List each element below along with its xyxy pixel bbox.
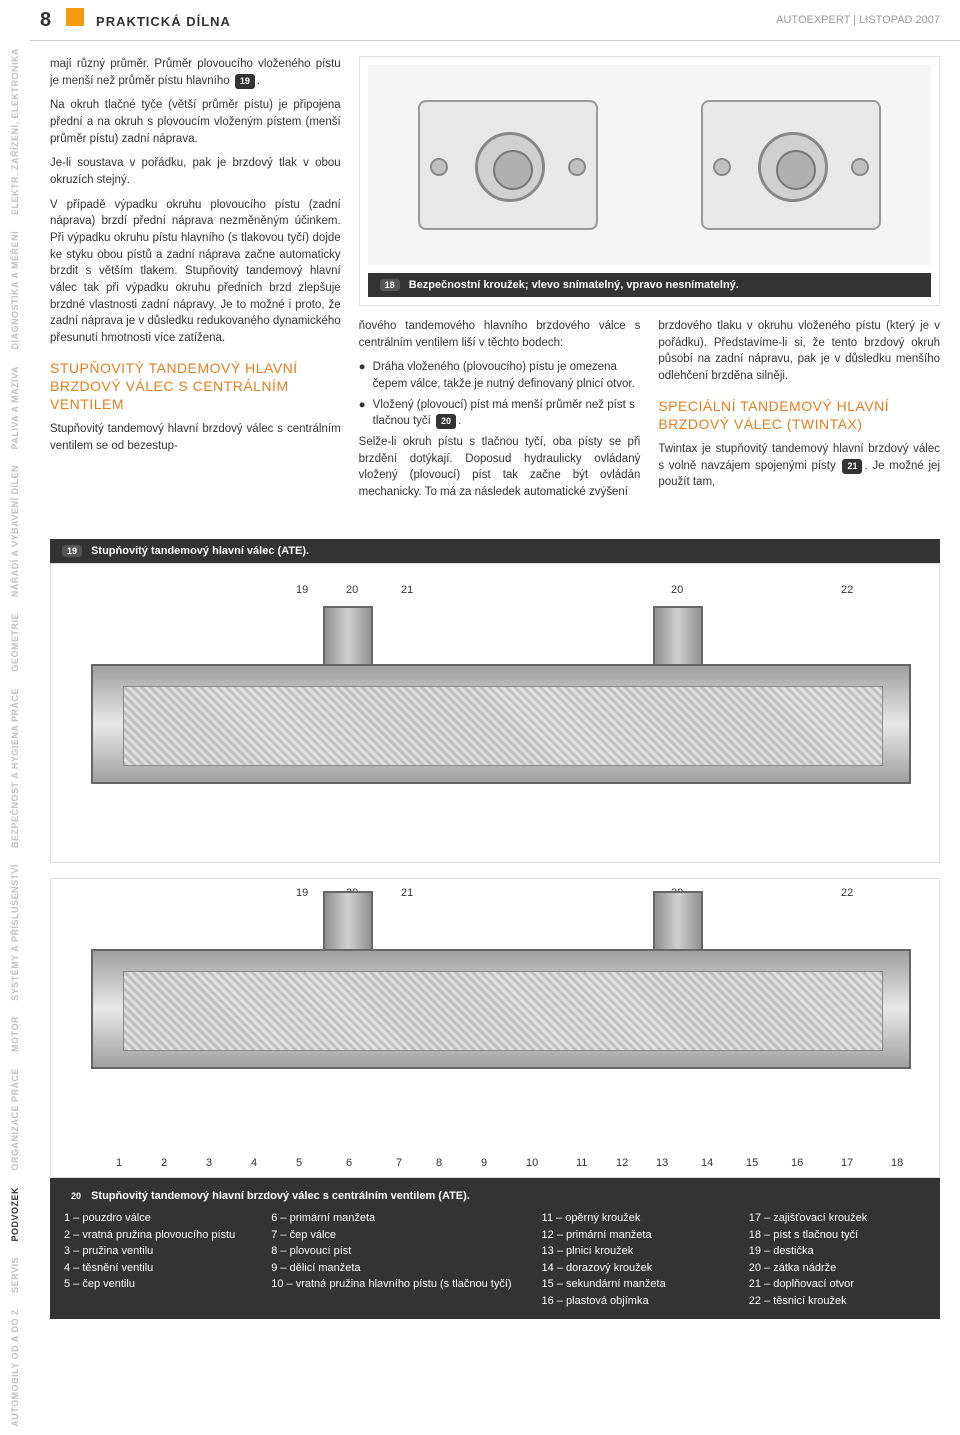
figure-20-legend: 20 Stupňovitý tandemový hlavní brzdový v… xyxy=(50,1178,940,1320)
legend-item: 11 – opěrný kroužek xyxy=(542,1210,719,1227)
legend-item: 7 – čep válce xyxy=(271,1227,511,1244)
figure-18-caption: 18 Bezpečnostní kroužek; vlevo snímateln… xyxy=(368,273,931,297)
page-number: 8 xyxy=(40,9,51,31)
column-3: brzdového tlaku v okruhu vloženého pístu… xyxy=(658,318,940,509)
legend-item: 20 – zátka nádrže xyxy=(749,1260,926,1277)
sidebar-item: SERVIS xyxy=(10,1257,20,1293)
diagram-label: 19 xyxy=(296,584,308,596)
sidebar-item: MOTOR xyxy=(10,1016,20,1052)
legend-item: 8 – plovoucí píst xyxy=(271,1243,511,1260)
bullet-item: Vložený (plovoucí) píst má menší průměr … xyxy=(359,397,641,430)
figure-20-image: 19 20 21 20 22 1 2 3 4 5 6 7 8 9 10 xyxy=(50,878,940,1178)
legend-item: 4 – těsnění ventilu xyxy=(64,1260,241,1277)
legend-item: 18 – píst s tlačnou tyčí xyxy=(749,1227,926,1244)
body-paragraph: brzdového tlaku v okruhu vloženého pístu… xyxy=(658,318,940,385)
legend-item: 14 – dorazový kroužek xyxy=(542,1260,719,1277)
diagram-label: 1 xyxy=(116,1157,122,1169)
diagram-label: 8 xyxy=(436,1157,442,1169)
sidebar-item: NÁŘADÍ A VYBAVENÍ DÍLEN xyxy=(10,465,20,597)
sidebar-item-active: PODVOZEK xyxy=(10,1187,20,1242)
legend-item: 1 – pouzdro válce xyxy=(64,1210,241,1227)
legend-item: 10 – vratná pružina hlavního pístu (s tl… xyxy=(271,1276,511,1293)
body-paragraph: Je-li soustava v pořádku, pak je brzdový… xyxy=(50,155,341,188)
figure-19-caption: 19 Stupňovitý tandemový hlavní válec (AT… xyxy=(50,539,940,563)
legend-item: 2 – vratná pružina plovoucího pístu xyxy=(64,1227,241,1244)
figure-ref-badge: 19 xyxy=(235,74,255,89)
diagram-label: 15 xyxy=(746,1157,758,1169)
section-heading: SPECIÁLNÍ TANDEMOVÝ HLAVNÍ BRZDOVÝ VÁLEC… xyxy=(658,397,940,433)
diagram-label: 20 xyxy=(671,584,683,596)
sidebar-item: SYSTÉMY A PŘÍSLUŠENSTVÍ xyxy=(10,864,20,1001)
sidebar-item: BEZPEČNOST A HYGIENA PRÁCE xyxy=(10,688,20,848)
diagram-label: 7 xyxy=(396,1157,402,1169)
legend-item: 9 – dělicí manžeta xyxy=(271,1260,511,1277)
body-paragraph: Na okruh tlačné tyče (větší průměr pístu… xyxy=(50,97,341,147)
figure-19: 19 Stupňovitý tandemový hlavní válec (AT… xyxy=(50,539,940,863)
diagram-label: 10 xyxy=(526,1157,538,1169)
legend-item: 19 – destička xyxy=(749,1243,926,1260)
legend-item: 13 – plnicí kroužek xyxy=(542,1243,719,1260)
diagram-label: 14 xyxy=(701,1157,713,1169)
diagram-label: 9 xyxy=(481,1157,487,1169)
section-marker-icon xyxy=(66,8,84,26)
body-paragraph: Selže-li okruh pístu s tlačnou tyčí, oba… xyxy=(359,434,641,501)
legend-item: 15 – sekundární manžeta xyxy=(542,1276,719,1293)
sidebar-item: ELEKTR. ZAŘÍZENÍ, ELEKTRONIKA xyxy=(10,48,20,215)
section-heading: STUPŇOVITÝ TANDEMOVÝ HLAVNÍ BRZDOVÝ VÁLE… xyxy=(50,359,341,414)
legend-item: 17 – zajišťovací kroužek xyxy=(749,1210,926,1227)
column-2: ňového tandemového hlavního brzdového vá… xyxy=(359,318,641,509)
diagram-label: 22 xyxy=(841,887,853,899)
category-sidebar: ELEKTR. ZAŘÍZENÍ, ELEKTRONIKA DIAGNOSTIK… xyxy=(0,0,30,1435)
legend-item: 5 – čep ventilu xyxy=(64,1276,241,1293)
section-title: PRAKTICKÁ DÍLNA xyxy=(96,14,231,29)
diagram-label: 16 xyxy=(791,1157,803,1169)
figure-18: 18 Bezpečnostní kroužek; vlevo snímateln… xyxy=(359,56,940,306)
legend-item: 12 – primární manžeta xyxy=(542,1227,719,1244)
body-paragraph: V případě výpadku okruhu plovoucího píst… xyxy=(50,197,341,347)
figure-ref-badge: 19 xyxy=(62,545,82,557)
figure-ref-badge: 20 xyxy=(66,1189,86,1205)
column-1: mají různý průměr. Průměr plovoucího vlo… xyxy=(50,56,341,509)
diagram-label: 13 xyxy=(656,1157,668,1169)
figure-ref-badge: 18 xyxy=(380,279,400,291)
bullet-item: Dráha vloženého (plovoucího) pístu je om… xyxy=(359,359,641,392)
sidebar-item: GEOMETRIE xyxy=(10,613,20,672)
sidebar-item: ORGANIZACE PRÁCE xyxy=(10,1068,20,1171)
diagram-label: 6 xyxy=(346,1157,352,1169)
figure-ref-badge: 21 xyxy=(842,459,862,474)
diagram-label: 11 xyxy=(576,1157,587,1169)
legend-item: 3 – pružina ventilu xyxy=(64,1243,241,1260)
diagram-label: 22 xyxy=(841,584,853,596)
diagram-label: 5 xyxy=(296,1157,302,1169)
diagram-label: 21 xyxy=(401,584,413,596)
body-paragraph: Twintax je stupňovitý tandemový hlavní b… xyxy=(658,441,940,491)
legend-item: 21 – doplňovací otvor xyxy=(749,1276,926,1293)
figure-20: 19 20 21 20 22 1 2 3 4 5 6 7 8 9 10 xyxy=(50,878,940,1320)
figure-18-image xyxy=(368,65,931,265)
body-paragraph: Stupňovitý tandemový hlavní brzdový vále… xyxy=(50,421,341,454)
sidebar-item: PALIVA A MAZIVA xyxy=(10,366,20,450)
figure-ref-badge: 20 xyxy=(436,414,456,429)
sidebar-item: DIAGNOSTIKA A MĚŘENÍ xyxy=(10,231,20,350)
legend-item: 16 – plastová objímka xyxy=(542,1293,719,1310)
diagram-label: 12 xyxy=(616,1157,628,1169)
legend-item: 6 – primární manžeta xyxy=(271,1210,511,1227)
diagram-label: 19 xyxy=(296,887,308,899)
legend-item: 22 – těsnicí kroužek xyxy=(749,1293,926,1310)
diagram-label: 3 xyxy=(206,1157,212,1169)
page-header: 8 PRAKTICKÁ DÍLNA AUTOEXPERT | LISTOPAD … xyxy=(30,0,960,41)
diagram-label: 4 xyxy=(251,1157,257,1169)
sidebar-item: AUTOMOBILY OD A DO Z xyxy=(10,1309,20,1427)
diagram-label: 20 xyxy=(346,584,358,596)
diagram-label: 2 xyxy=(161,1157,167,1169)
diagram-label: 17 xyxy=(841,1157,853,1169)
body-paragraph: ňového tandemového hlavního brzdového vá… xyxy=(359,318,641,351)
diagram-label: 18 xyxy=(891,1157,903,1169)
body-paragraph: mají různý průměr. Průměr plovoucího vlo… xyxy=(50,56,341,89)
figure-19-image: 19 20 21 20 22 xyxy=(50,563,940,863)
issue-info: AUTOEXPERT | LISTOPAD 2007 xyxy=(776,14,940,26)
figure-20-legend-title: 20 Stupňovitý tandemový hlavní brzdový v… xyxy=(64,1188,926,1205)
diagram-label: 21 xyxy=(401,887,413,899)
